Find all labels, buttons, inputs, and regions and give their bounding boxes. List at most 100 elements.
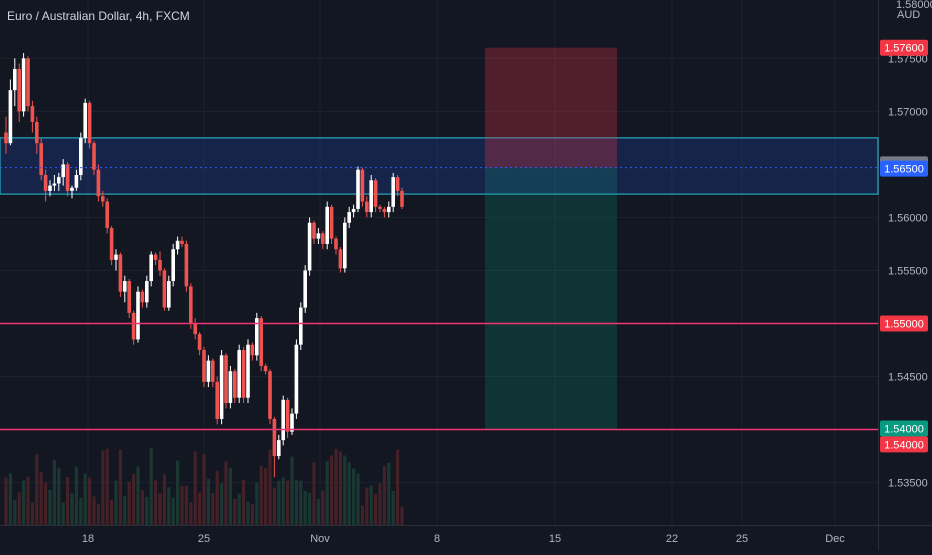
price-axis[interactable]: 1.57500 1.57000 1.56000 1.55500 1.54500 1.535… [888, 0, 932, 490]
volume-bar [22, 480, 26, 525]
volume-bar [391, 490, 395, 525]
candle-body [96, 169, 101, 197]
y-tick-label: 1.56000 [888, 212, 928, 224]
volume-bar [110, 499, 114, 525]
candle-body [312, 222, 316, 239]
volume-bar [330, 455, 334, 525]
x-tick-label: 25 [736, 533, 748, 545]
price-tag-stop [880, 436, 928, 453]
volume-bar [281, 477, 285, 525]
candle-body [70, 187, 74, 191]
volume-bar [198, 492, 202, 525]
candle-body [250, 344, 255, 356]
volume-bar [211, 492, 215, 525]
candle-body [162, 270, 167, 308]
candle-body [8, 90, 13, 144]
volume-bar [123, 495, 127, 525]
volume-bar [83, 473, 87, 525]
volume-bar [140, 490, 144, 525]
candle-body [281, 399, 285, 441]
y-tick-label: 1.57500 [888, 53, 928, 65]
volume-bar [286, 480, 290, 525]
y-tick-label: 1.55500 [888, 265, 928, 277]
candle-body [171, 249, 175, 282]
price-tag-target [880, 420, 928, 437]
price-tag-label: 1.56500 [884, 164, 924, 176]
volume-bar [224, 461, 228, 525]
volume-bar [44, 482, 48, 525]
candle-body [241, 350, 246, 398]
candle-body [153, 254, 158, 260]
volume-bar [61, 502, 65, 525]
price-tag-label: 1.54000 [884, 423, 924, 435]
volume-bar [374, 494, 378, 525]
volume-bar [149, 447, 153, 525]
candle-body [74, 175, 79, 188]
candle-body [321, 233, 325, 244]
candle-body [391, 177, 395, 207]
candle-body [347, 212, 351, 223]
y-tick-label: 1.57000 [888, 106, 928, 118]
candle-body [299, 307, 303, 345]
candle-body [268, 371, 272, 419]
candle-body [211, 360, 215, 382]
candle-body [290, 413, 294, 432]
volume-bar [347, 462, 351, 525]
volume-bar [92, 496, 96, 525]
volume-bar [30, 502, 34, 525]
candle-body [395, 177, 400, 191]
candle-body [48, 185, 52, 191]
volume-bar [338, 451, 342, 525]
candle-body [400, 190, 404, 207]
symbol-title[interactable]: Euro / Australian Dollar, 4h, FXCM [7, 9, 190, 23]
candle-body [197, 334, 202, 350]
candle-body [26, 58, 30, 107]
price-tag-label: 1.54000 [884, 439, 924, 451]
stop-loss-zone [485, 47, 617, 168]
volume-bar [101, 450, 105, 525]
time-axis[interactable]: 18 25 Nov 8 15 22 25 Dec [82, 533, 845, 545]
volume-bar [13, 500, 17, 525]
candle-body [255, 318, 259, 356]
price-tag-label: 1.55000 [884, 318, 924, 330]
candle-body [158, 259, 162, 271]
y-tick-label: 1.53500 [888, 478, 928, 490]
candle-body [303, 270, 307, 308]
candle-body [338, 249, 343, 269]
volume-bar [4, 477, 8, 525]
volume-bar [154, 480, 158, 525]
candle-body [351, 208, 356, 213]
candle-body [263, 365, 268, 372]
volume-bars [4, 447, 404, 525]
volume-bar [233, 498, 237, 525]
volume-bar [158, 493, 162, 525]
candle-body [285, 399, 290, 432]
candle-body [272, 418, 277, 457]
candle-body [325, 206, 329, 244]
volume-bar [96, 503, 100, 525]
volume-bar [312, 462, 316, 525]
candles-layer [4, 53, 404, 478]
candle-body [140, 291, 145, 303]
candle-body [228, 371, 233, 404]
y-top-label: 1.58000 [896, 0, 932, 11]
volume-bar [8, 473, 12, 525]
volume-bar [66, 477, 70, 525]
candle-body [382, 208, 387, 213]
candle-body [356, 169, 360, 209]
candle-body [149, 254, 153, 282]
volume-bar [136, 466, 140, 525]
volume-bar [321, 490, 325, 525]
volume-bar [220, 482, 224, 525]
volume-bar [171, 497, 175, 525]
volume-bar [290, 456, 294, 525]
candle-body [294, 344, 299, 414]
volume-bar [382, 465, 386, 525]
drawing-zones [0, 47, 879, 430]
candle-body [365, 201, 369, 213]
candle-body [189, 286, 193, 324]
volume-bar [250, 504, 254, 525]
candle-body [131, 312, 136, 340]
